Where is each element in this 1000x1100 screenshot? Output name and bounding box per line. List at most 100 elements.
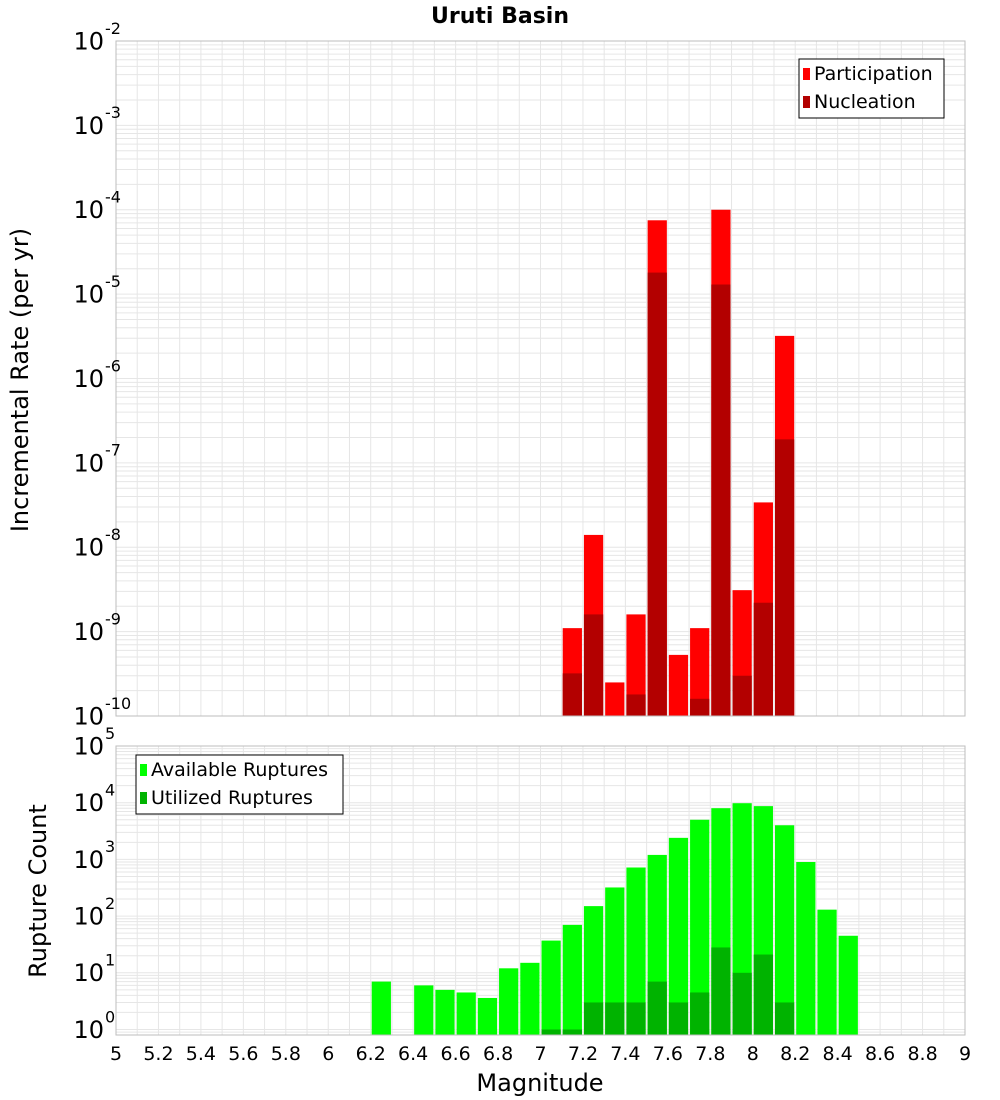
top-bar-series1 [605, 682, 625, 716]
bottom-y-tick-exponent: 3 [105, 837, 115, 856]
top-bar-series2 [626, 694, 646, 716]
bottom-bar-series1 [435, 989, 455, 1035]
bottom-bar-series2 [626, 1002, 646, 1035]
x-tick-label: 7.2 [568, 1043, 598, 1065]
top-plot-frame [115, 40, 966, 717]
bottom-y-tick-exponent: 1 [105, 951, 115, 970]
top-y-tick-base: 10 [73, 281, 104, 309]
bottom-bar-series2 [690, 992, 710, 1035]
x-tick-label: 5.4 [186, 1043, 216, 1065]
bottom-y-tick-base: 10 [73, 903, 104, 931]
top-y-tick-base: 10 [73, 27, 104, 55]
top-legend-box [798, 58, 945, 119]
top-bar-series2 [774, 439, 795, 716]
bottom-y-tick-exponent: 2 [105, 894, 115, 913]
bottom-y-tick-base: 10 [73, 1016, 104, 1044]
bottom-bar-series1 [626, 867, 646, 1035]
top-legend-label: Nucleation [814, 91, 916, 113]
top-bar-series2 [562, 673, 582, 716]
top-bar-series2 [711, 284, 731, 716]
top-y-tick-base: 10 [73, 618, 104, 646]
top-bar-series2 [647, 272, 667, 716]
bottom-legend-box [135, 754, 344, 815]
bottom-legend-label: Utilized Ruptures [151, 787, 313, 809]
bottom-legend-label: Available Ruptures [151, 759, 328, 781]
bottom-bar-series2 [541, 1029, 561, 1035]
top-legend-swatch [803, 68, 810, 80]
bottom-bar-series1 [520, 962, 540, 1035]
bottom-bar-series2 [647, 981, 667, 1035]
bottom-legend: Available Ruptures Utilized Ruptures [135, 754, 344, 815]
bottom-legend-swatch [140, 764, 147, 776]
x-tick-label: 6.8 [483, 1043, 513, 1065]
x-tick-label: 6 [322, 1043, 334, 1065]
x-tick-label: 7.8 [695, 1043, 725, 1065]
bottom-bar-series2 [562, 1029, 582, 1035]
bottom-bar-series1 [499, 968, 519, 1035]
bottom-y-tick-exponent: 0 [105, 1007, 115, 1026]
top-legend-label: Participation [814, 63, 933, 85]
top-y-tick-exponent: -10 [105, 694, 131, 713]
x-tick-label: 9 [959, 1043, 971, 1065]
x-tick-labels: 5 5.2 5.4 5.6 5.8 6 6.2 6.4 6.6 6.8 7 7.2 7.4 7.6 7.8 8… [110, 1043, 971, 1065]
bottom-legend-swatch [140, 792, 147, 804]
top-y-axis-label: Incremental Rate (per yr) [6, 228, 34, 532]
top-bar-series2 [732, 675, 752, 716]
bottom-y-tick-base: 10 [73, 846, 104, 874]
bottom-bar-series1 [774, 825, 795, 1035]
top-bar-series2 [583, 614, 604, 716]
top-bar-series2 [753, 602, 773, 716]
top-bar-series1 [668, 654, 689, 716]
top-bar-series1 [690, 628, 710, 716]
bottom-bar-series1 [477, 997, 498, 1035]
bottom-y-tick-base: 10 [73, 959, 104, 987]
bottom-bar-series2 [753, 954, 773, 1035]
x-tick-label: 6.4 [398, 1043, 428, 1065]
top-legend-swatch [803, 96, 810, 108]
top-y-tick-exponent: -4 [105, 188, 121, 207]
top-y-tick-exponent: -6 [105, 356, 121, 375]
bottom-bar-series1 [817, 909, 837, 1035]
top-bar-series2 [690, 698, 710, 716]
bottom-bar-series1 [541, 940, 561, 1035]
top-y-tick-exponent: -5 [105, 272, 121, 291]
x-tick-label: 5.2 [143, 1043, 173, 1065]
bottom-bar-series1 [796, 861, 816, 1035]
x-tick-label: 8 [747, 1043, 759, 1065]
top-legend: Participation Nucleation [798, 58, 945, 119]
bottom-plot-frame [115, 745, 966, 1036]
bottom-bar-series1 [456, 992, 476, 1035]
bottom-bar-series2 [583, 1002, 604, 1035]
bottom-y-axis-label: Rupture Count [24, 804, 52, 978]
top-plot-area: 10-210-310-410-510-610-710-810-910-10 [73, 19, 966, 730]
bottom-y-tick-base: 10 [73, 732, 104, 760]
x-tick-label: 8.4 [823, 1043, 853, 1065]
bottom-bar-series1 [605, 887, 625, 1035]
bottom-bar-series1 [371, 981, 391, 1035]
top-y-tick-base: 10 [73, 112, 104, 140]
bottom-bar-series2 [605, 1002, 625, 1035]
top-y-tick-base: 10 [73, 534, 104, 562]
x-tick-label: 8.6 [865, 1043, 895, 1065]
bottom-bar-series2 [711, 947, 731, 1035]
top-y-tick-exponent: -3 [105, 103, 121, 122]
x-tick-label: 6.2 [356, 1043, 386, 1065]
x-tick-label: 8.2 [780, 1043, 810, 1065]
x-tick-label: 6.6 [440, 1043, 470, 1065]
bottom-bar-series1 [838, 935, 858, 1035]
x-tick-label: 7.6 [653, 1043, 683, 1065]
bottom-y-tick-exponent: 4 [105, 781, 115, 800]
bottom-bar-series1 [668, 837, 689, 1035]
bottom-bar-series2 [668, 1002, 689, 1035]
chart-title: Uruti Basin [431, 4, 569, 29]
top-y-tick-exponent: -2 [105, 19, 121, 38]
top-y-tick-base: 10 [73, 702, 104, 730]
bottom-bar-series2 [732, 972, 752, 1035]
bottom-y-tick-exponent: 5 [105, 724, 115, 743]
bottom-bar-series1 [562, 924, 582, 1035]
top-y-tick-exponent: -7 [105, 441, 121, 460]
bottom-y-tick-base: 10 [73, 789, 104, 817]
